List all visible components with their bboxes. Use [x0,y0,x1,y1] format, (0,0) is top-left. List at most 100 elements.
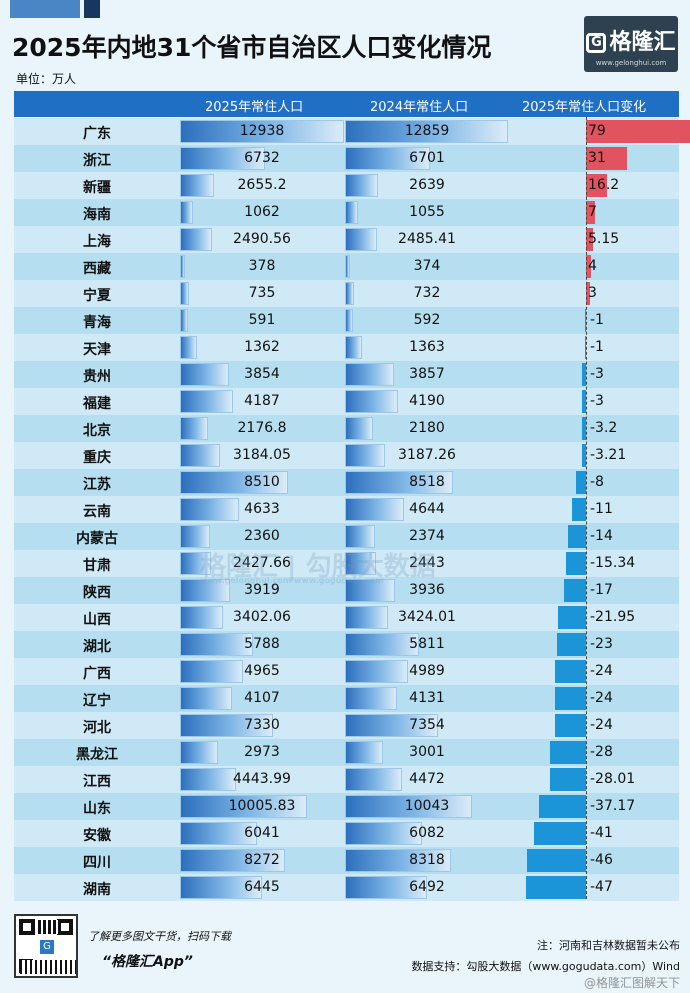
bar-pop2024 [345,444,386,467]
province-label: 内蒙古 [76,531,118,547]
bar-pop2025 [180,255,185,278]
bar-change [571,498,586,521]
bar-pop2024 [345,147,431,170]
bar-pop2024 [345,363,394,386]
table-row: 安徽 6041 6082 -41 [14,820,679,847]
value-pop2024: 2374 [409,528,445,544]
table-row: 云南 4633 4644 -11 [14,496,679,523]
value-pop2025: 2490.56 [233,231,291,247]
value-change: -28 [590,744,613,760]
bar-pop2024 [345,849,451,872]
value-change: -47 [590,879,613,895]
value-change: 79 [588,123,606,139]
value-change: -28.01 [590,771,636,787]
footer-app-name: “格隆汇App” [102,954,193,970]
bar-change [575,471,586,494]
province-label: 北京 [83,423,111,439]
bar-pop2025 [180,471,288,494]
province-label: 湖南 [83,882,111,898]
value-change: -8 [590,474,604,490]
bar-change [586,201,596,224]
value-pop2024: 4472 [409,771,445,787]
value-pop2025: 1362 [244,339,280,355]
bar-pop2024 [345,579,395,602]
table-row: 黑龙江 2973 3001 -28 [14,739,679,766]
value-pop2025: 1062 [244,204,280,220]
bar-pop2024 [345,525,376,548]
value-pop2024: 6082 [409,825,445,841]
bar-pop2024 [345,282,355,305]
bar-change [568,525,586,548]
value-change: -3.21 [590,447,627,463]
province-label: 青海 [83,315,111,331]
bar-pop2025 [180,120,345,143]
province-label: 甘肃 [83,558,111,574]
zero-axis-line [586,117,587,899]
value-change: 5.15 [588,231,620,247]
brand-url: www.gelonghui.com [595,59,667,67]
bar-pop2025 [180,849,285,872]
bar-change [586,228,593,251]
bar-change [586,282,590,305]
bar-pop2025 [180,228,212,251]
table-row: 辽宁 4107 4131 -24 [14,685,679,712]
province-label: 宁夏 [83,288,111,304]
value-change: -37.17 [590,798,636,814]
bar-pop2025 [180,336,198,359]
brand-name: 格隆汇 [609,30,676,55]
qr-code-icon: G [14,914,78,978]
province-label: 浙江 [83,153,111,169]
bar-change [581,417,586,440]
value-pop2025: 5788 [244,636,280,652]
value-pop2025: 8510 [244,474,280,490]
bar-pop2024 [345,714,439,737]
value-pop2024: 732 [413,285,441,301]
value-pop2024: 3187.26 [398,447,456,463]
value-change: -23 [590,636,613,652]
value-pop2024: 3857 [409,366,445,382]
bar-pop2024 [345,417,373,440]
bar-pop2025 [180,309,188,332]
value-pop2025: 2655.2 [237,177,287,193]
value-pop2024: 592 [413,312,441,328]
value-change: -3 [590,393,604,409]
value-pop2025: 6041 [244,825,280,841]
province-label: 辽宁 [83,693,111,709]
value-pop2024: 6701 [409,150,445,166]
bar-pop2025 [180,201,194,224]
footer-source: 数据支持：勾股大数据（www.gogudata.com）Wind [411,960,680,973]
bar-change [586,255,592,278]
value-pop2025: 591 [248,312,276,328]
bar-pop2025 [180,606,224,629]
bar-pop2024 [345,552,376,575]
bar-pop2024 [345,633,419,656]
value-pop2024: 10043 [404,798,450,814]
bar-pop2024 [345,255,350,278]
unit-label: 单位：万人 [16,72,77,86]
bar-pop2024 [345,309,353,332]
bar-pop2025 [180,498,239,521]
table-row: 广西 4965 4989 -24 [14,658,679,685]
value-pop2025: 4633 [244,501,280,517]
table-row: 甘肃 2427.66 2443 -15.34 [14,550,679,577]
bar-pop2025 [180,768,237,791]
bar-pop2024 [345,687,398,710]
value-change: -1 [590,339,604,355]
value-change: -21.95 [590,609,636,625]
bar-pop2024 [345,471,454,494]
bar-pop2024 [345,876,428,899]
province-label: 云南 [83,504,111,520]
value-pop2025: 378 [248,258,276,274]
bar-change [555,687,586,710]
value-pop2025: 6732 [244,150,280,166]
bar-pop2024 [345,336,363,359]
province-label: 山西 [83,612,111,628]
table-row: 湖北 5788 5811 -23 [14,631,679,658]
bar-pop2024 [345,174,379,197]
province-label: 天津 [83,342,111,358]
province-label: 河北 [83,720,111,736]
value-pop2025: 7330 [244,717,280,733]
table-row: 湖南 6445 6492 -47 [14,874,679,901]
value-pop2025: 4965 [244,663,280,679]
bar-pop2025 [180,687,233,710]
